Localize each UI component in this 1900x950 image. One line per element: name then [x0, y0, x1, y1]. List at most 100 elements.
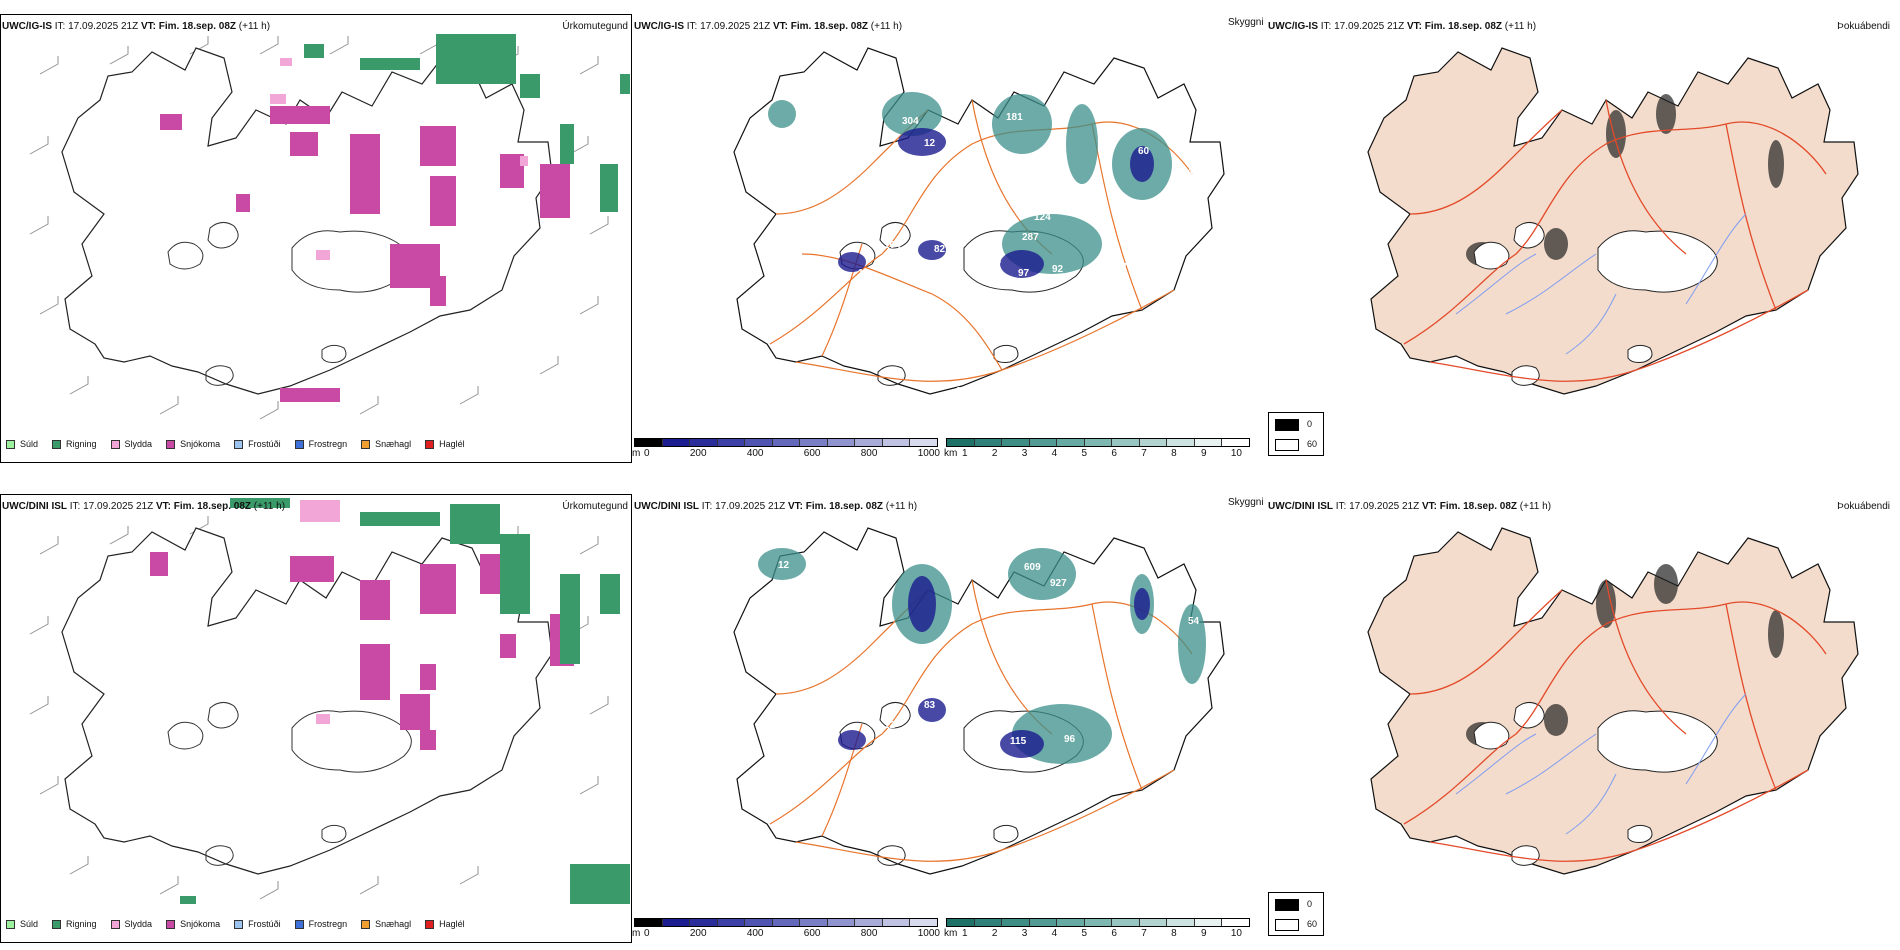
legend-item: Snæhagl [361, 439, 411, 449]
cloud-label: 135 [1032, 690, 1049, 701]
visibility-map-bottom[interactable]: 609 927 266 135 12 83 50 115 96 217 54 2… [632, 494, 1266, 914]
legend-swatch [110, 439, 120, 449]
cloud-label: 32 [956, 386, 968, 397]
visibility-colorbar [946, 918, 1250, 927]
visibility-panel-bottom: 609 927 266 135 12 83 50 115 96 217 54 2… [632, 494, 1324, 943]
legend-swatch [52, 919, 62, 929]
legend-swatch [110, 919, 120, 929]
cloud-label: 17 [1116, 262, 1128, 273]
legend-swatch [361, 439, 371, 449]
cloud-label: 12 [884, 720, 896, 731]
visibility-unit: km [944, 448, 958, 459]
cloud-label: 54 [1188, 616, 1200, 627]
cloud-label: 15 [858, 268, 870, 279]
fog-swatch-white [1275, 919, 1299, 931]
precip-map-frame [0, 494, 632, 943]
fog-header-bottom: UWC/DINI ISL IT: 17.09.2025 21Z VT: Fim.… [1268, 501, 1552, 512]
fog-panel-top: UWC/IG-IS IT: 17.09.2025 21Z VT: Fim. 18… [1266, 14, 1900, 463]
cloud-label: 115 [1010, 736, 1027, 747]
cloud-base-colorbar [634, 438, 938, 447]
visibility-title-bottom: Skyggni [1228, 497, 1264, 508]
legend-item: Rigning [52, 919, 97, 929]
legend-swatch [6, 919, 15, 929]
rain-areas [180, 498, 630, 904]
cloud-label: 181 [1006, 112, 1023, 123]
sleet-areas [300, 500, 340, 724]
cloud-label: 83 [924, 700, 936, 711]
fog-swatch-black [1275, 419, 1299, 431]
precip-map-top[interactable] [0, 14, 632, 434]
legend-item: Haglél [425, 439, 465, 449]
fog-map-top[interactable] [1266, 14, 1900, 434]
precip-map-frame [0, 14, 632, 463]
cloud-label: 50 [998, 726, 1010, 737]
legend-swatch [361, 919, 371, 929]
cloud-label: 266 [1044, 672, 1061, 683]
cloud-label: 92 [1052, 264, 1064, 275]
cloud-label: 60 [1138, 146, 1150, 157]
rain-areas [304, 34, 630, 212]
visibility-header-top: UWC/IG-IS IT: 17.09.2025 21Z VT: Fim. 18… [634, 21, 903, 32]
fog-swatch-black [1275, 899, 1299, 911]
visibility-ticks: 1 2 3 4 5 6 7 8 9 10 [962, 928, 1242, 939]
visibility-header-bottom: UWC/DINI ISL IT: 17.09.2025 21Z VT: Fim.… [634, 501, 918, 512]
cloud-base-ticks: 0 200 400 600 800 1000 [644, 928, 940, 939]
legend-item: Slydda [110, 439, 152, 449]
cloud-base-colorbar [634, 918, 938, 927]
cloud-base-shading [838, 128, 1154, 278]
road-network [1403, 99, 1827, 382]
fog-legend-top: 0 60 [1268, 412, 1324, 456]
cloud-label: 927 [1050, 578, 1067, 589]
precip-header-bottom: UWC/DINI ISL IT: 17.09.2025 21Z VT: Fim.… [2, 501, 286, 512]
visibility-colorbar [946, 438, 1250, 447]
legend-swatch [234, 439, 244, 449]
legend-item: Frostúði [234, 439, 281, 449]
legend-swatch [52, 439, 62, 449]
cloud-label: 26 [1144, 722, 1156, 733]
legend-swatch [166, 439, 176, 449]
cloud-label: 104 [884, 240, 901, 251]
cloud-label: 24 [1182, 166, 1194, 177]
cloud-label: 82 [934, 244, 946, 255]
legend-item: Haglél [425, 919, 465, 929]
river-network [1455, 693, 1747, 835]
legend-swatch [425, 439, 435, 449]
road-network [1403, 579, 1827, 862]
river-network [1455, 213, 1747, 355]
precip-map-bottom[interactable] [0, 494, 632, 914]
fog-swatch-white [1275, 439, 1299, 451]
legend-swatch [294, 439, 304, 449]
cloud-base-unit: m [632, 928, 641, 939]
cloud-label: 304 [902, 116, 919, 127]
cloud-label: 12 [778, 560, 790, 571]
cloud-base-ticks: 0 200 400 600 800 1000 [644, 448, 940, 459]
precip-header-top: UWC/IG-IS IT: 17.09.2025 21Z VT: Fim. 18… [2, 21, 271, 32]
visibility-unit: km [944, 928, 958, 939]
precip-legend-bottom: Súld Rigning Slydda Snjókoma Frostúði Fr… [6, 919, 479, 929]
legend-swatch [6, 439, 15, 449]
cloud-label: 28 [998, 174, 1010, 185]
fog-map-bottom[interactable] [1266, 494, 1900, 914]
legend-item: Snjókoma [166, 919, 220, 929]
fog-legend-bottom: 0 60 [1268, 892, 1324, 936]
legend-item: Frostregn [294, 919, 347, 929]
legend-item: Súld [6, 439, 38, 449]
visibility-title-top: Skyggni [1228, 17, 1264, 28]
precip-title-top: Úrkomutegund [562, 21, 628, 32]
fog-title-top: Þokuábendi [1837, 21, 1890, 32]
cloud-label: 609 [1024, 562, 1041, 573]
fog-title-bottom: Þokuábendi [1837, 501, 1890, 512]
legend-item: Snæhagl [361, 919, 411, 929]
precip-legend-top: Súld Rigning Slydda Snjókoma Frostúði Fr… [6, 439, 479, 449]
sleet-areas [270, 58, 528, 260]
cloud-label: 287 [1022, 232, 1039, 243]
cloud-base-shading [838, 576, 1150, 758]
fog-header-top: UWC/IG-IS IT: 17.09.2025 21Z VT: Fim. 18… [1268, 21, 1537, 32]
cloud-label: 242 [1076, 282, 1093, 293]
visibility-map-top[interactable]: 304 181 12 28 104 82 89 287 124 58 97 92… [632, 14, 1266, 434]
legend-swatch [294, 919, 304, 929]
visibility-panel-top: 304 181 12 28 104 82 89 287 124 58 97 92… [632, 14, 1324, 463]
wind-barbs [29, 516, 609, 900]
legend-item: Rigning [52, 439, 97, 449]
legend-item: Súld [6, 919, 38, 929]
